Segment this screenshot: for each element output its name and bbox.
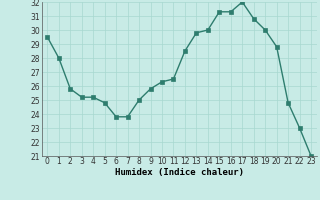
X-axis label: Humidex (Indice chaleur): Humidex (Indice chaleur) [115,168,244,177]
